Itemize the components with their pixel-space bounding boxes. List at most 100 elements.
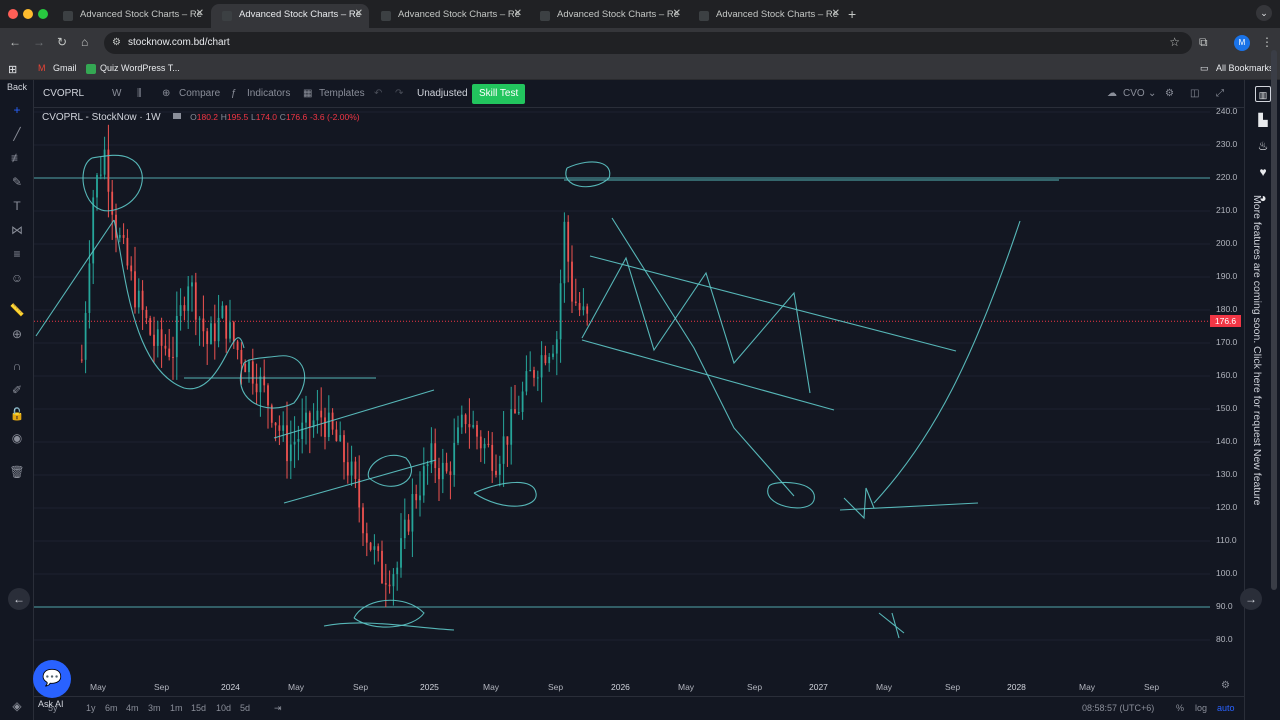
indicators-icon[interactable]: ƒ: [231, 88, 237, 99]
reload-icon[interactable]: ↻: [57, 35, 68, 49]
brush-icon[interactable]: ✎: [11, 175, 23, 189]
browser-menu-icon[interactable]: ⋮: [1261, 35, 1273, 49]
address-bar[interactable]: ⚙ stocknow.com.bd/chart ☆: [104, 32, 1192, 54]
redo-icon[interactable]: ↷: [395, 88, 404, 99]
range-1y[interactable]: 1y: [86, 703, 96, 713]
compare-plus-icon[interactable]: ⊕: [162, 88, 171, 99]
candle-body: [495, 470, 497, 475]
emoji-icon[interactable]: ☺: [10, 271, 24, 285]
ruler-icon[interactable]: 📏: [9, 303, 25, 317]
time-axis-settings-icon[interactable]: ⚙: [1221, 680, 1230, 691]
range-6m[interactable]: 6m: [105, 703, 118, 713]
log-toggle[interactable]: log: [1195, 703, 1208, 713]
range-4m[interactable]: 4m: [126, 703, 139, 713]
date-range-icon[interactable]: ⇥: [274, 703, 282, 713]
symbol-search[interactable]: CVOPRL: [43, 88, 85, 99]
compare-button[interactable]: Compare: [179, 88, 221, 99]
tab-search-icon[interactable]: ⌄: [1256, 5, 1272, 21]
pattern-tool-icon[interactable]: ⋈: [11, 223, 23, 237]
bookmark-gmail[interactable]: Gmail: [53, 63, 77, 73]
apps-grid-icon[interactable]: ⊞: [8, 64, 18, 76]
templates-button[interactable]: Templates: [319, 88, 365, 99]
back-arrow-icon[interactable]: ←: [9, 35, 21, 49]
forecast-tool-icon[interactable]: ≡: [13, 247, 21, 261]
price-chart[interactable]: [34, 108, 1210, 678]
maximize-window-button[interactable]: [38, 9, 48, 19]
close-window-button[interactable]: [8, 9, 18, 19]
close-tab-icon[interactable]: ✕: [354, 8, 363, 19]
undo-icon[interactable]: ↶: [374, 88, 383, 99]
browser-tab-active[interactable]: Advanced Stock Charts – Re ✕: [211, 4, 369, 28]
interval-selector[interactable]: W: [112, 88, 122, 99]
clock-display[interactable]: 08:58:57 (UTC+6): [1082, 703, 1155, 713]
cloud-icon[interactable]: ☁: [1107, 88, 1117, 99]
time-axis[interactable]: May Sep 2024 May Sep 2025 May Sep 2026 May Sep 2027…: [34, 678, 1210, 696]
trend-line-icon[interactable]: ╱: [13, 127, 21, 141]
range-15d[interactable]: 15d: [191, 703, 207, 713]
scroll-right-icon[interactable]: →: [1240, 588, 1262, 610]
fullscreen-icon[interactable]: ⤢: [1216, 88, 1224, 99]
feature-request-notice[interactable]: More features are coming soon. Click her…: [1251, 195, 1263, 506]
site-info-icon[interactable]: ⚙: [112, 37, 121, 48]
close-tab-icon[interactable]: ✕: [195, 8, 204, 19]
folder-icon: ▭: [1200, 63, 1209, 73]
pie-chart-icon[interactable]: ◕: [1259, 191, 1267, 205]
eye-icon[interactable]: ◉: [11, 431, 23, 445]
candle-body: [483, 443, 486, 449]
candle-style-icon[interactable]: ⫼: [137, 88, 142, 99]
unadjusted-toggle[interactable]: Unadjusted: [417, 88, 468, 99]
ask-ai-chat-icon[interactable]: 💬: [33, 660, 71, 698]
range-5d[interactable]: 5d: [240, 703, 251, 713]
range-3m[interactable]: 3m: [148, 703, 161, 713]
layers-icon[interactable]: ◈: [12, 699, 22, 713]
heart-icon[interactable]: ♥: [1259, 165, 1267, 179]
pencil-lock-icon[interactable]: ✐: [11, 383, 23, 397]
browser-tab[interactable]: Advanced Stock Charts – Re ✕: [52, 4, 210, 28]
all-bookmarks-link[interactable]: All Bookmarks: [1216, 63, 1274, 73]
minimize-window-button[interactable]: [23, 9, 33, 19]
close-tab-icon[interactable]: ✕: [672, 8, 681, 19]
chevron-down-icon[interactable]: ⌄: [1148, 88, 1157, 99]
new-tab-icon[interactable]: +: [848, 6, 857, 22]
forward-arrow-icon[interactable]: →: [33, 35, 45, 49]
camera-icon[interactable]: ◫: [1190, 88, 1200, 99]
crosshair-icon[interactable]: +: [13, 103, 21, 117]
auto-toggle[interactable]: auto: [1217, 703, 1235, 713]
skill-test-button[interactable]: Skill Test: [472, 84, 526, 104]
percent-toggle[interactable]: %: [1176, 703, 1185, 713]
flame-icon[interactable]: ♨: [1257, 139, 1269, 153]
side-scrollbar[interactable]: [1271, 50, 1277, 590]
zoom-in-icon[interactable]: ⊕: [11, 327, 23, 341]
lock-icon[interactable]: 🔓: [9, 407, 25, 421]
profile-avatar[interactable]: M: [1234, 35, 1250, 51]
bookmark-quiz[interactable]: Quiz WordPress T...: [100, 63, 180, 73]
extensions-icon[interactable]: ⧉: [1199, 35, 1208, 49]
price-axis[interactable]: 240.0 230.0 220.0 210.0 200.0 190.0 180.0 170.0…: [1210, 106, 1244, 678]
back-link[interactable]: Back: [7, 82, 28, 92]
fib-tool-icon[interactable]: ≢: [11, 151, 23, 165]
range-10d[interactable]: 10d: [216, 703, 232, 713]
text-tool-icon[interactable]: T: [13, 199, 21, 213]
home-icon[interactable]: ⌂: [81, 35, 89, 49]
bookmark-star-icon[interactable]: ☆: [1169, 35, 1180, 49]
indicators-button[interactable]: Indicators: [247, 88, 291, 99]
layout-icon[interactable]: ▥: [1255, 86, 1271, 102]
settings-gear-icon[interactable]: ⚙: [1165, 88, 1174, 99]
templates-icon[interactable]: ▦: [303, 88, 313, 99]
ask-ai-label[interactable]: Ask AI: [38, 699, 64, 709]
range-5y[interactable]: 5y: [48, 703, 58, 713]
cloud-layout-name[interactable]: CVO: [1123, 88, 1145, 99]
browser-tab[interactable]: Advanced Stock Charts – Re ✕: [529, 4, 687, 28]
scroll-left-icon[interactable]: ←: [8, 588, 30, 610]
building-icon[interactable]: ▙: [1258, 113, 1268, 127]
browser-tab[interactable]: Advanced Stock Charts – Re ✕: [370, 4, 528, 28]
close-tab-icon[interactable]: ✕: [831, 8, 840, 19]
candle-body: [426, 464, 429, 467]
trash-icon[interactable]: 🗑: [9, 465, 25, 479]
browser-tab[interactable]: Advanced Stock Charts – Re ✕: [688, 4, 846, 28]
hide-legend-icon[interactable]: [173, 113, 182, 119]
close-tab-icon[interactable]: ✕: [513, 8, 522, 19]
magnet-icon[interactable]: ∩: [12, 359, 22, 373]
range-1m[interactable]: 1m: [170, 703, 183, 713]
candle-body: [457, 427, 459, 443]
